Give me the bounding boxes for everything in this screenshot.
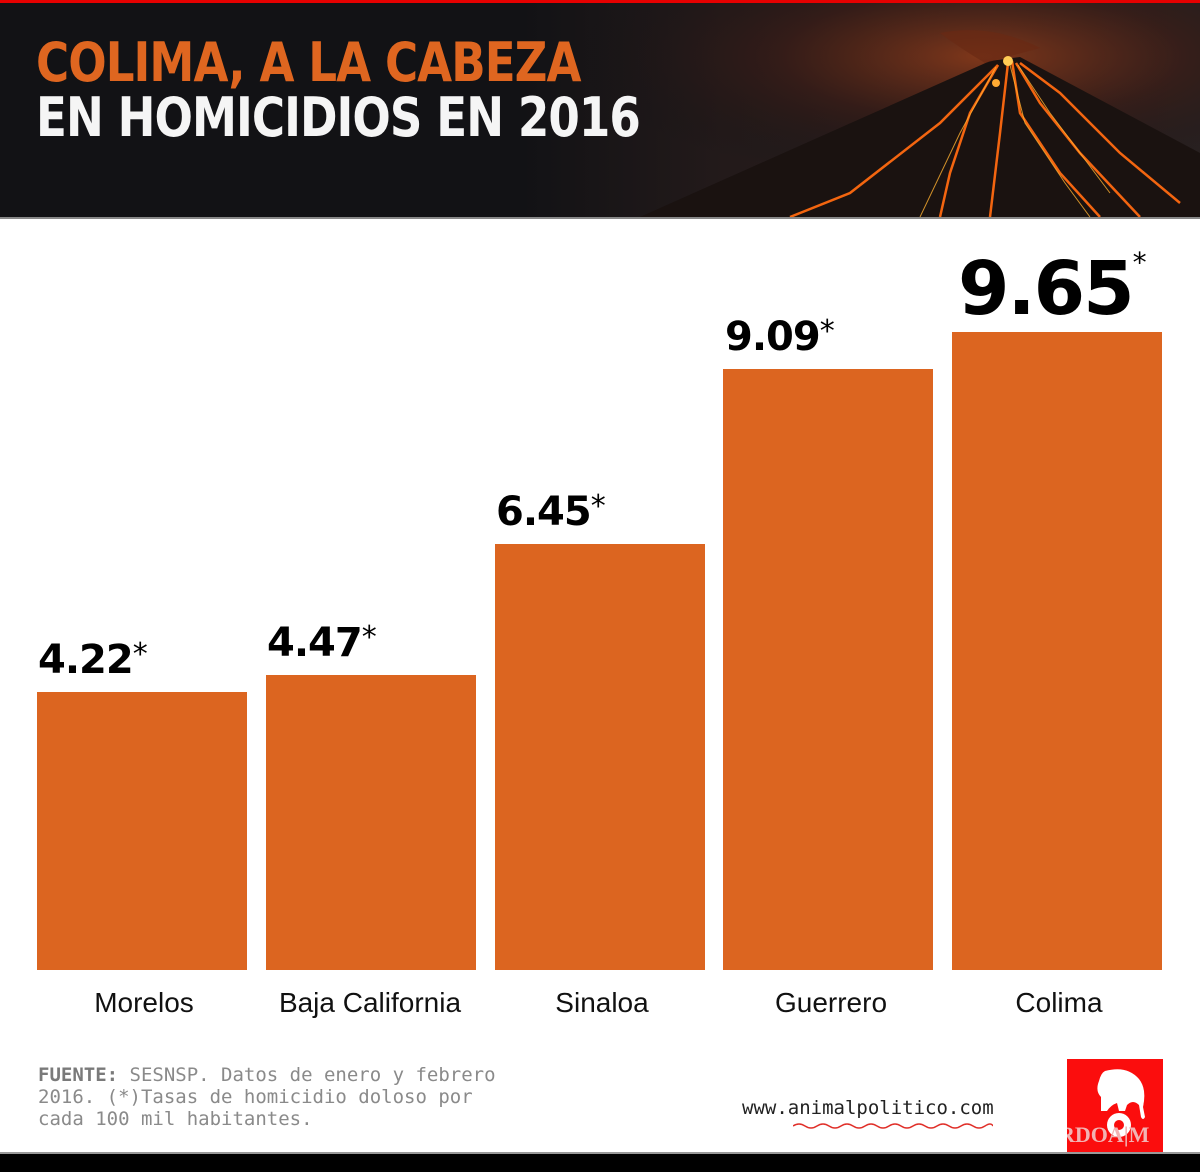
source-label: FUENTE: xyxy=(38,1064,119,1086)
value-label-baja-california: 4.47* xyxy=(267,620,377,666)
volcano-erupting-icon xyxy=(520,3,1200,217)
category-label-sinaloa: Sinaloa xyxy=(555,987,649,1018)
title-line-1: COLIMA, A LA CABEZA xyxy=(36,31,581,94)
wavy-underline-icon xyxy=(793,1123,993,1129)
top-accent-line xyxy=(0,0,1200,3)
value-label-morelos: 4.22* xyxy=(38,637,148,683)
category-label-baja-california: Baja California xyxy=(278,987,462,1018)
animal-politico-logo[interactable]: RDOA|M xyxy=(1067,1059,1163,1155)
bar-sinaloa xyxy=(495,544,705,970)
source-note: FUENTE: SESNSP. Datos de enero y febrero… xyxy=(38,1064,518,1130)
bottom-bar xyxy=(0,1152,1200,1172)
header-banner: COLIMA, A LA CABEZA EN HOMICIDIOS EN 201… xyxy=(0,3,1200,217)
website-link[interactable]: www.animalpolitico.com xyxy=(742,1097,994,1119)
value-label-sinaloa: 6.45* xyxy=(496,489,606,535)
value-label-guerrero: 9.09* xyxy=(725,314,835,360)
category-label-colima: Colima xyxy=(1015,987,1103,1018)
bar-baja-california xyxy=(266,675,476,970)
logo-text: RDOA|M xyxy=(1067,1122,1150,1147)
bar-morelos xyxy=(37,692,247,970)
bar-colima xyxy=(952,332,1162,970)
elephant-on-ball-icon xyxy=(1097,1069,1145,1137)
bar-guerrero xyxy=(723,369,933,970)
value-label-colima: 9.65* xyxy=(958,246,1147,332)
title-line-2: EN HOMICIDIOS EN 2016 xyxy=(36,86,641,149)
category-label-morelos: Morelos xyxy=(94,987,194,1018)
category-label-guerrero: Guerrero xyxy=(774,987,888,1018)
header-divider xyxy=(0,217,1200,219)
source-text: SESNSP. Datos de enero y febrero 2016. (… xyxy=(38,1064,496,1130)
